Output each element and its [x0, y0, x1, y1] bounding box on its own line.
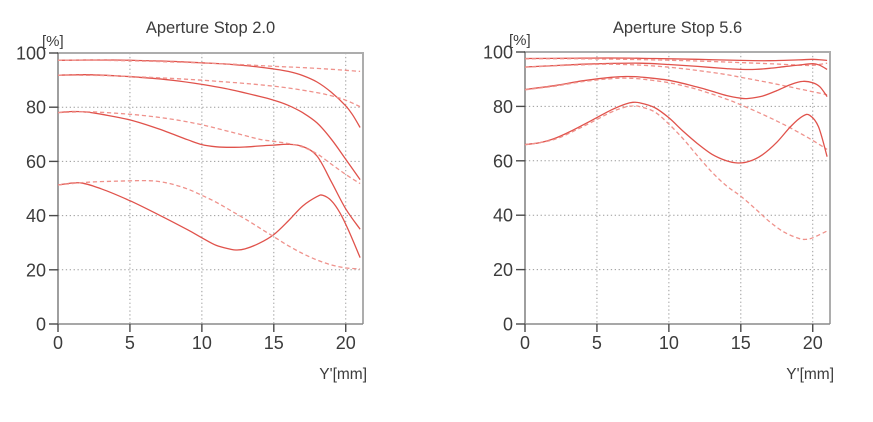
y-tick-label: 80 [493, 97, 513, 117]
y-tick-label: 60 [493, 151, 513, 171]
chart-aperture-5.6-title: Aperture Stop 5.6 [613, 19, 742, 37]
chart-aperture-5.6-plot: 0 20 40 60 80 100 0 5 10 15 20 [483, 43, 831, 353]
chart-aperture-5.6-ylabel: [%] [509, 32, 531, 49]
mtf-curve-1-dashed [524, 58, 828, 67]
mtf-curve-1-solid [524, 57, 828, 62]
x-tick-label: 20 [803, 333, 823, 353]
mtf-curve-1-solid [57, 59, 361, 128]
x-tick-label: 5 [592, 333, 602, 353]
y-tick-label: 20 [493, 260, 513, 280]
y-tick-label: 0 [503, 315, 513, 335]
y-tick-label: 40 [26, 206, 46, 226]
mtf-curve-3-dashed [57, 111, 361, 185]
x-tick-label: 15 [264, 333, 284, 353]
x-tick-label: 20 [336, 333, 356, 353]
mtf-curve-2-dashed [57, 74, 361, 108]
mtf-curve-4-solid [524, 101, 828, 164]
y-tick-label: 100 [483, 43, 513, 63]
y-tick-label: 40 [493, 206, 513, 226]
mtf-curve-3-solid [524, 75, 828, 100]
y-tick-label: 20 [26, 260, 46, 280]
mtf-curve-4-dashed [57, 179, 361, 270]
x-tick-label: 10 [192, 333, 212, 353]
chart-aperture-5.6-xlabel: Y'[mm] [786, 366, 834, 383]
x-tick-label: 15 [731, 333, 751, 353]
mtf-curve-4-solid [57, 182, 361, 258]
mtf-curve-2-dashed [524, 63, 828, 96]
y-tick-label: 60 [26, 152, 46, 172]
chart-aperture-2.0-xlabel: Y'[mm] [319, 366, 367, 383]
mtf-curve-1-dashed [57, 59, 361, 73]
x-tick-label: 5 [125, 333, 135, 353]
mtf-curve-2-solid [57, 74, 361, 180]
x-tick-label: 0 [520, 333, 530, 353]
x-tick-label: 0 [53, 333, 63, 353]
mtf-curve-3-dashed [524, 77, 828, 150]
mtf-curve-2-solid [524, 62, 828, 71]
mtf-curve-3-solid [57, 110, 361, 230]
mtf-curve-4-dashed [524, 105, 828, 241]
chart-aperture-2.0-title: Aperture Stop 2.0 [146, 19, 275, 37]
chart-aperture-2.0-plot: 0 20 40 60 80 100 0 5 10 15 20 [16, 44, 364, 353]
y-tick-label: 0 [36, 315, 46, 335]
x-tick-label: 10 [659, 333, 679, 353]
chart-aperture-2.0-ylabel: [%] [42, 33, 64, 50]
y-tick-label: 100 [16, 44, 46, 64]
y-tick-label: 80 [26, 98, 46, 118]
